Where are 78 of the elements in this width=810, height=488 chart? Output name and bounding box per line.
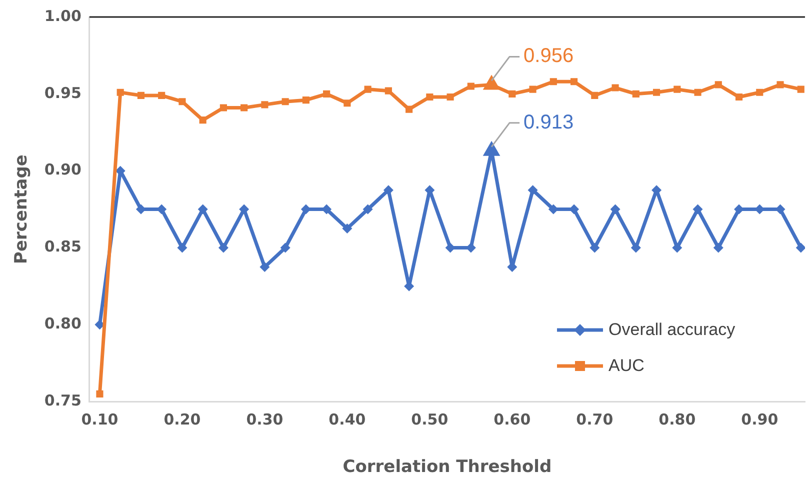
point <box>364 86 372 93</box>
point <box>569 204 580 214</box>
x-tick-label: 0.70 <box>576 410 614 428</box>
legend-label: AUC <box>608 356 644 376</box>
point <box>322 204 332 214</box>
point <box>714 81 722 88</box>
x-tick-label: 0.80 <box>658 410 696 428</box>
x-tick-label: 0.50 <box>411 410 448 428</box>
point <box>652 88 660 96</box>
annotation: 0.913 <box>524 111 574 134</box>
x-tick-label: 0.40 <box>328 410 366 428</box>
y-tick-label: 0.85 <box>44 238 82 256</box>
point <box>302 96 310 104</box>
point <box>300 204 311 214</box>
point <box>612 84 619 92</box>
point <box>446 93 454 101</box>
point <box>630 242 641 253</box>
point <box>610 204 620 214</box>
y-tick-label: 0.90 <box>44 160 82 179</box>
x-tick-label: 0.60 <box>494 410 531 428</box>
annotation: 0.956 <box>524 45 574 68</box>
point <box>239 204 250 214</box>
legend-label: Overall accuracy <box>608 320 736 340</box>
point <box>218 242 228 253</box>
point <box>797 86 804 93</box>
point <box>158 92 166 99</box>
point <box>632 90 640 98</box>
point <box>116 88 124 96</box>
point <box>570 78 578 86</box>
point <box>177 242 188 253</box>
point <box>282 98 289 106</box>
y-tick-label: 0.75 <box>44 391 82 410</box>
point <box>426 93 434 101</box>
point <box>591 92 598 99</box>
point <box>796 242 805 253</box>
y-axis-title: Percentage <box>12 154 32 264</box>
point <box>136 204 146 214</box>
point <box>96 390 104 398</box>
point <box>198 204 208 214</box>
point <box>756 88 764 96</box>
x-tick-label: 0.30 <box>246 410 284 428</box>
point <box>529 86 536 93</box>
point <box>406 106 413 113</box>
point <box>674 86 681 93</box>
y-tick-label: 0.95 <box>44 84 82 102</box>
point <box>550 78 557 86</box>
point <box>220 104 227 112</box>
point <box>178 98 186 106</box>
point <box>362 204 373 214</box>
point <box>342 224 352 234</box>
x-tick-label: 0.10 <box>81 410 118 428</box>
point <box>344 100 351 107</box>
point <box>260 262 270 272</box>
x-tick-label: 0.90 <box>741 410 778 428</box>
point <box>137 92 144 99</box>
point <box>280 242 290 253</box>
point <box>240 104 248 112</box>
y-tick-label: 0.80 <box>44 314 82 333</box>
point <box>672 242 682 253</box>
point <box>156 204 167 214</box>
point <box>528 185 538 196</box>
point <box>735 93 743 101</box>
point <box>384 87 392 94</box>
point <box>383 185 394 196</box>
point <box>694 88 702 96</box>
point <box>261 101 268 108</box>
x-axis-title: Correlation Threshold <box>342 457 552 478</box>
point <box>548 204 558 214</box>
x-tick-label: 0.20 <box>164 410 201 428</box>
y-tick-label: 1.00 <box>44 6 82 25</box>
point <box>323 90 330 98</box>
point <box>713 242 724 253</box>
point <box>508 90 516 98</box>
point <box>692 204 703 214</box>
point <box>590 242 600 253</box>
point <box>467 82 474 90</box>
point <box>776 81 784 88</box>
point <box>199 116 206 124</box>
